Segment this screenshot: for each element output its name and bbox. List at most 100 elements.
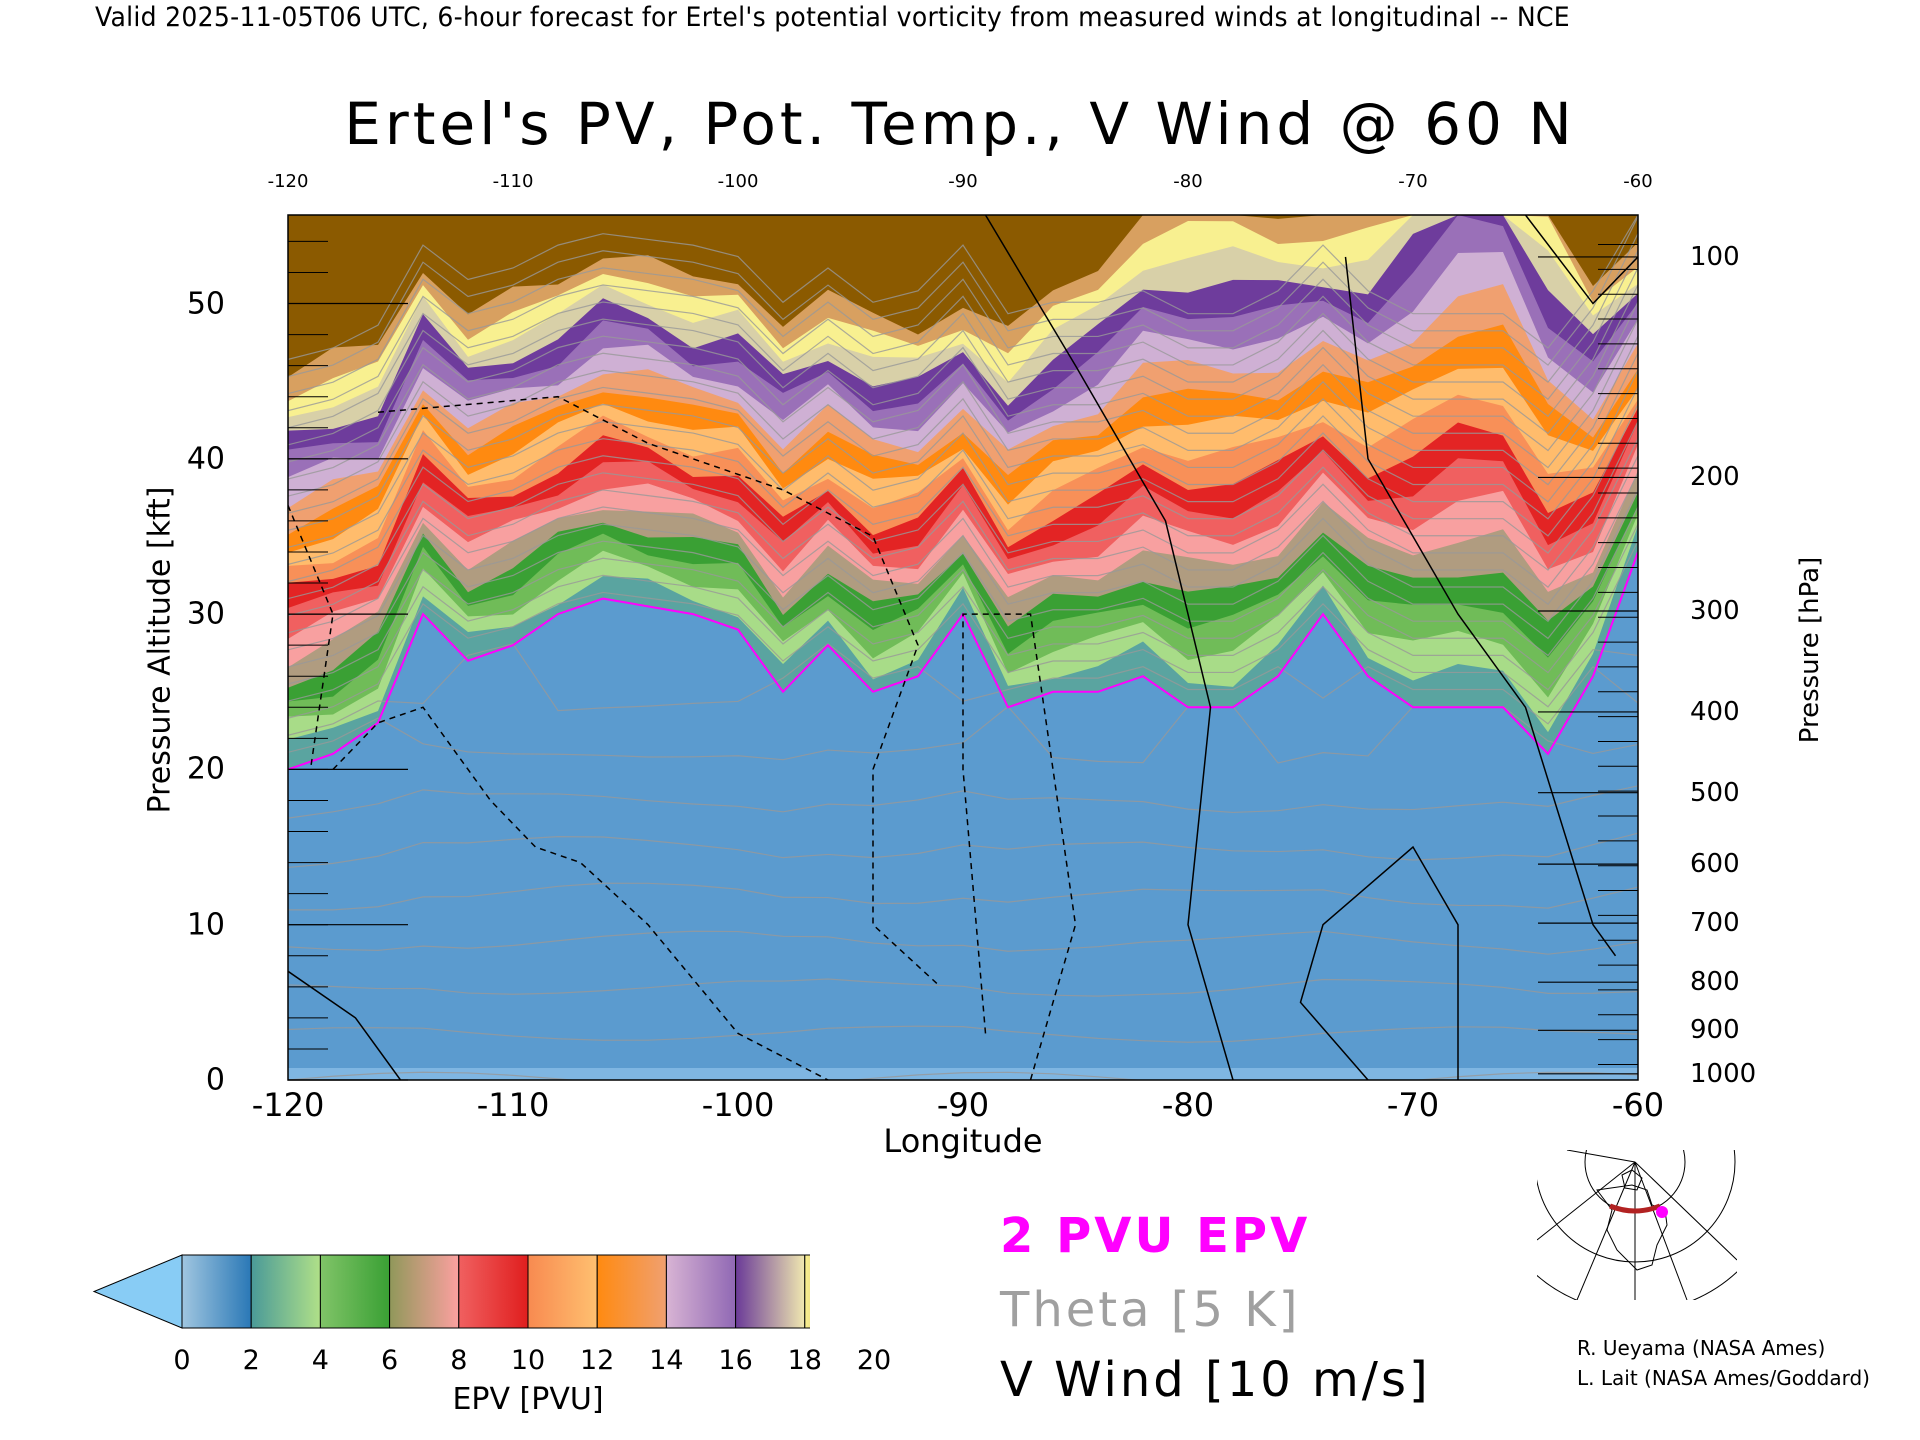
x-tick-label: -80 bbox=[1161, 1086, 1215, 1124]
theta-contour bbox=[288, 832, 1638, 869]
theta-contour bbox=[288, 930, 1638, 955]
pressure-tick-label: 600 bbox=[1690, 849, 1740, 880]
theta-contour bbox=[288, 233, 1638, 395]
credit-line: R. Ueyama (NASA Ames) bbox=[1577, 1336, 1826, 1360]
colorbar-band bbox=[181, 1254, 252, 1329]
theta-contour bbox=[288, 1025, 1638, 1043]
x-tick-label: -110 bbox=[476, 1086, 550, 1124]
colorbar-tick-label: 16 bbox=[718, 1345, 753, 1376]
theta-contour bbox=[288, 352, 1638, 514]
y-tick-label: 20 bbox=[186, 751, 225, 787]
legend-2pvu: 2 PVU EPV bbox=[1000, 1208, 1311, 1264]
x-tick-label: -70 bbox=[1386, 1086, 1440, 1124]
colorbar-tick-label: 4 bbox=[311, 1345, 329, 1376]
chart-title: Ertel's PV, Pot. Temp., V Wind @ 60 N bbox=[344, 90, 1576, 158]
x-tick-label: -90 bbox=[936, 1086, 990, 1124]
theta-contour bbox=[288, 472, 1638, 634]
y-tick-label: 10 bbox=[186, 907, 225, 943]
pressure-tick-label: 800 bbox=[1690, 967, 1740, 998]
top-tick-label: -120 bbox=[267, 171, 309, 192]
theta-contour bbox=[288, 301, 1638, 463]
colorbar-band bbox=[389, 1254, 460, 1329]
v-wind-contour bbox=[962, 613, 1077, 1080]
colorbar-label: EPV [PVU] bbox=[452, 1382, 604, 1417]
colorbar-band bbox=[735, 1254, 806, 1329]
colorbar-tick-label: 12 bbox=[580, 1345, 615, 1376]
v-wind-contour bbox=[1344, 256, 1617, 957]
map-coastline bbox=[1596, 1184, 1668, 1271]
x-tick-label: -60 bbox=[1611, 1086, 1665, 1124]
pv-band-19 bbox=[288, 215, 1638, 402]
theta-contour bbox=[288, 335, 1638, 497]
theta-contour bbox=[288, 455, 1638, 617]
pressure-tick-label: 700 bbox=[1690, 908, 1740, 939]
pressure-tick-label: 200 bbox=[1690, 462, 1740, 493]
theta-contour bbox=[288, 523, 1638, 685]
legend-theta: Theta [5 K] bbox=[1000, 1282, 1301, 1338]
top-tick-label: -90 bbox=[948, 171, 978, 192]
theta-contour bbox=[288, 387, 1638, 548]
x-tick-label: -100 bbox=[701, 1086, 775, 1124]
theta-contour bbox=[288, 318, 1638, 480]
v-wind-contour bbox=[288, 505, 334, 770]
top-tick-label: -60 bbox=[1623, 171, 1653, 192]
theta-contour bbox=[288, 489, 1638, 651]
y-tick-label: 0 bbox=[205, 1062, 225, 1098]
theta-contour bbox=[288, 284, 1638, 446]
pressure-tick-label: 500 bbox=[1690, 777, 1740, 808]
pressure-tick-label: 900 bbox=[1690, 1015, 1740, 1046]
map-location-dot bbox=[1656, 1206, 1668, 1218]
top-tick-label: -80 bbox=[1173, 171, 1203, 192]
theta-contour bbox=[288, 404, 1638, 565]
colorbar-band bbox=[458, 1254, 529, 1329]
y-tick-label: 30 bbox=[186, 596, 225, 632]
theta-contour bbox=[288, 591, 1638, 719]
map-latitude-circle bbox=[1537, 1150, 1736, 1263]
header-caption: Valid 2025-11-05T06 UTC, 6-hour forecast… bbox=[95, 2, 1570, 33]
colorbar-band bbox=[250, 1254, 321, 1329]
theta-contour bbox=[288, 267, 1638, 429]
map-section-path bbox=[1609, 1203, 1661, 1214]
theta-contour bbox=[288, 438, 1638, 600]
colorbar-tick-label: 18 bbox=[787, 1345, 822, 1376]
theta-contour bbox=[288, 1071, 1638, 1080]
colorbar-band bbox=[319, 1254, 391, 1329]
plot-frame bbox=[287, 214, 1639, 1081]
colorbar-tick-label: 0 bbox=[173, 1345, 191, 1376]
colorbar-tick-label: 20 bbox=[856, 1345, 892, 1376]
colorbar-band bbox=[804, 1254, 810, 1329]
colorbar-tick-label: 8 bbox=[450, 1345, 468, 1376]
theta-contour bbox=[288, 882, 1638, 911]
colorbar bbox=[92, 1254, 810, 1329]
colorbar-tick-label: 2 bbox=[242, 1345, 260, 1376]
y-tick-label: 40 bbox=[186, 441, 225, 477]
x-axis-label: Longitude bbox=[883, 1122, 1043, 1160]
top-tick-label: -100 bbox=[717, 171, 759, 192]
y-tick-label: 50 bbox=[186, 286, 225, 322]
top-tick-label: -70 bbox=[1398, 171, 1428, 192]
colorbar-band bbox=[665, 1254, 737, 1329]
colorbar-tick-label: 14 bbox=[649, 1345, 684, 1376]
map-latitude-circle bbox=[1537, 1271, 1737, 1300]
v-wind-contour bbox=[1524, 215, 1638, 305]
top-tick-label: -110 bbox=[492, 171, 534, 192]
pressure-tick-label: 1000 bbox=[1690, 1058, 1757, 1089]
v-wind-contour bbox=[332, 706, 829, 1080]
locator-map bbox=[1537, 1150, 1737, 1300]
credit-line: L. Lait (NASA Ames/Goddard) bbox=[1577, 1366, 1870, 1390]
theta-contour bbox=[288, 215, 1638, 361]
pressure-tick-label: 300 bbox=[1690, 596, 1740, 626]
theta-contour bbox=[288, 540, 1638, 702]
colorbar-band bbox=[527, 1254, 598, 1329]
theta-contour bbox=[288, 785, 1638, 819]
y2-axis-label: Pressure [hPa] bbox=[1795, 556, 1825, 744]
theta-contour bbox=[288, 369, 1638, 531]
colorbar-tick-label: 10 bbox=[510, 1345, 546, 1376]
colorbar-tick-label: 6 bbox=[381, 1345, 399, 1376]
theta-contour bbox=[288, 216, 1638, 378]
v-wind-contour bbox=[984, 215, 1234, 1080]
v-wind-contour bbox=[1299, 845, 1459, 1080]
colorbar-under-arrow bbox=[92, 1254, 183, 1329]
colorbar-band bbox=[596, 1254, 667, 1329]
